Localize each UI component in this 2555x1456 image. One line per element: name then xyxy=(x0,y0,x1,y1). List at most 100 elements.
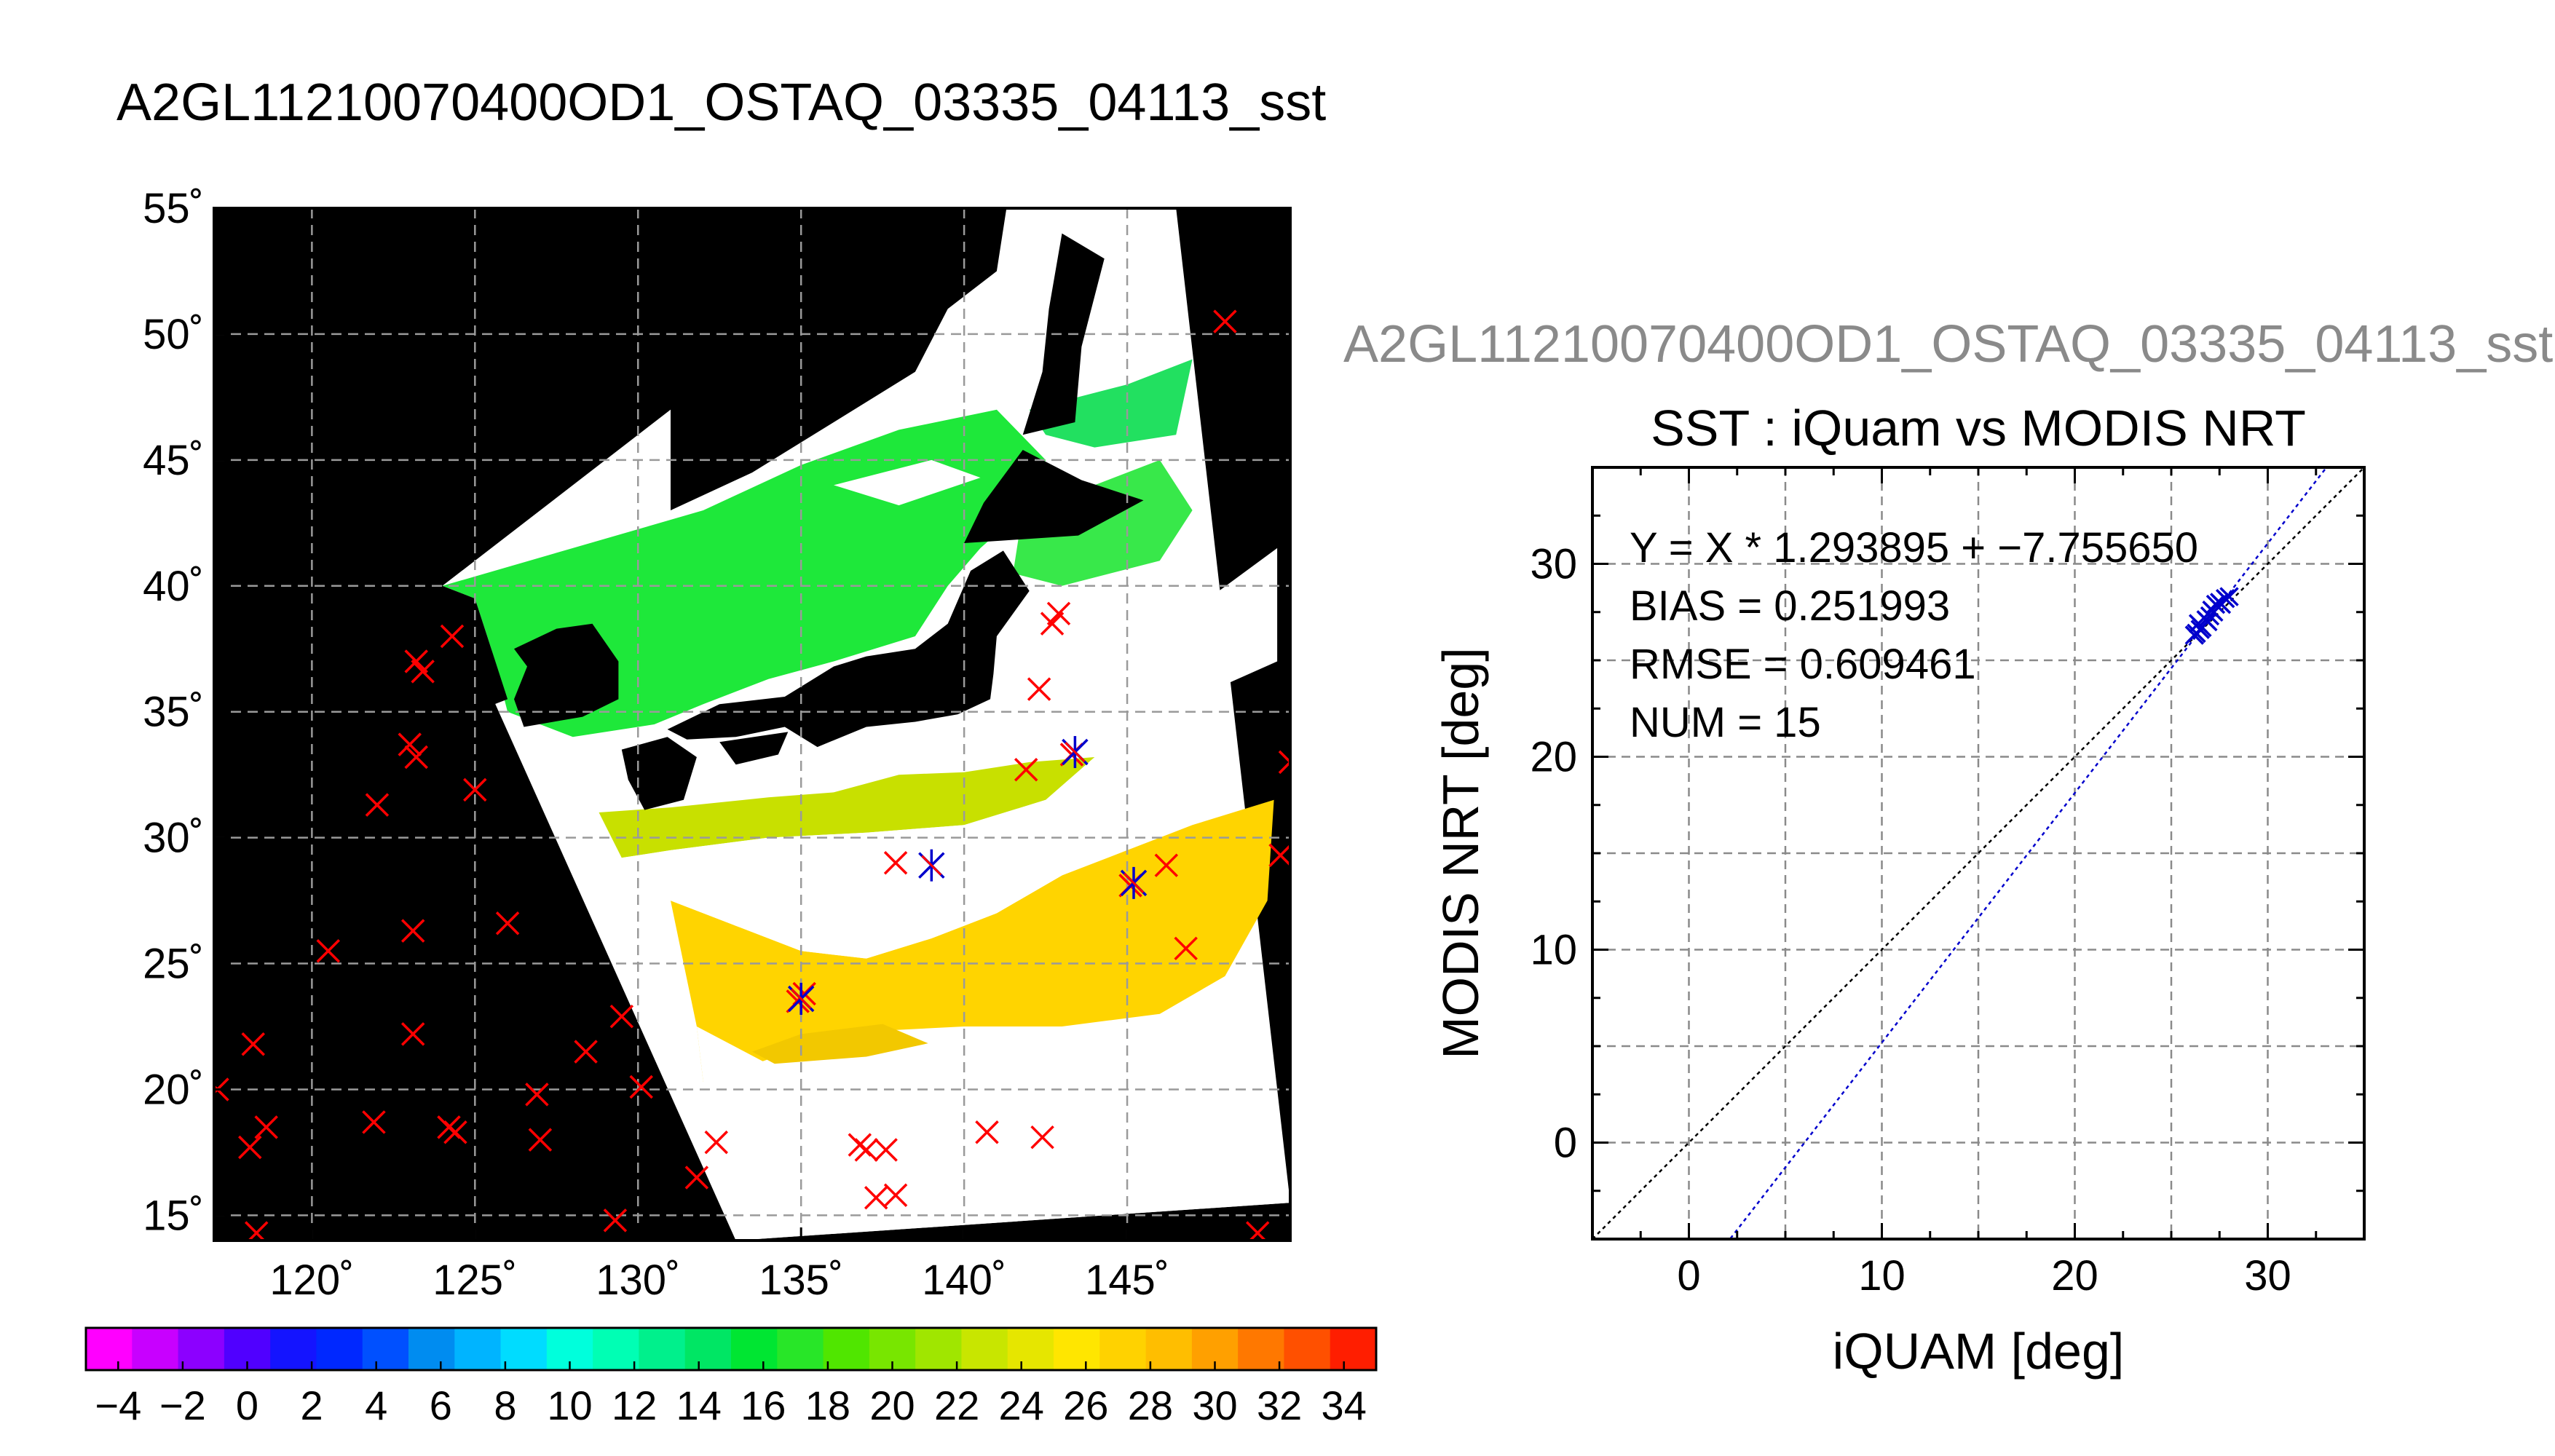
land-honshu xyxy=(667,550,1030,748)
buoy-marker-red xyxy=(528,1128,553,1152)
map-x-tick-label: 125˚ xyxy=(433,1257,517,1304)
map-y-tick-label: 30˚ xyxy=(143,815,204,862)
scatter-y-tick-label: 20 xyxy=(1530,734,1577,781)
scatter-points xyxy=(2184,587,2239,645)
land-hokkaido xyxy=(964,450,1144,543)
scatter-grid xyxy=(1592,467,2364,1239)
map-x-tick-label: 140˚ xyxy=(922,1257,1006,1304)
sst-map-panel: 120˚ 125˚ 130˚ 135˚ 140˚ 145˚ 15˚ 20˚ 25˚ 30˚ 35˚… xyxy=(84,185,1378,1428)
colorbar-tick-label: 14 xyxy=(676,1382,722,1428)
buoy-marker-red xyxy=(874,1138,898,1162)
colorbar-swatch xyxy=(731,1328,778,1370)
buoy-marker-red xyxy=(1268,843,1290,868)
map-x-tick-label: 145˚ xyxy=(1085,1257,1169,1304)
map-y-tick-label: 55˚ xyxy=(143,185,204,232)
scatter-y-tick-label: 0 xyxy=(1554,1120,1577,1167)
map-y-tick-label: 35˚ xyxy=(143,689,204,736)
colorbar-tick-label: 32 xyxy=(1257,1382,1302,1428)
scatter-ticks: 0 10 20 30 0 10 20 30 xyxy=(1530,466,2366,1299)
colorbar-tick-label: 26 xyxy=(1063,1382,1108,1428)
colorbar-swatch xyxy=(500,1328,548,1370)
buoy-marker-matched xyxy=(1062,736,1089,769)
buoy-marker-red xyxy=(854,1138,878,1162)
page-title: A2GL11210070400OD1_OSTAQ_03335_04113_sst xyxy=(117,74,1327,132)
land-russia-coast xyxy=(671,208,1007,510)
buoy-marker-red xyxy=(254,1115,278,1139)
colorbar-swatch xyxy=(86,1328,133,1370)
colorbar-tick-label: 30 xyxy=(1192,1382,1237,1428)
colorbar-tick-label: 20 xyxy=(869,1382,915,1428)
map-y-ticks: 15˚ 20˚ 25˚ 30˚ 35˚ 40˚ 45˚ 50˚ 55˚ xyxy=(143,185,227,1239)
buoy-marker-red xyxy=(365,793,390,817)
scatter-subtitle: A2GL11210070400OD1_OSTAQ_03335_04113_sst xyxy=(1343,315,2554,373)
colorbar-tick-label: 6 xyxy=(430,1382,452,1428)
buoy-marker-red xyxy=(440,624,465,649)
colorbar-tick-label: 4 xyxy=(365,1382,387,1428)
scatter-y-label: MODIS NRT [deg] xyxy=(1432,647,1489,1059)
colorbar-swatch xyxy=(1145,1328,1193,1370)
colorbar-tick-label: 28 xyxy=(1128,1382,1173,1428)
colorbar-swatch xyxy=(178,1328,225,1370)
colorbar-tick-label: −4 xyxy=(95,1382,141,1428)
colorbar-swatch xyxy=(1099,1328,1147,1370)
map-x-ticks: 120˚ 125˚ 130˚ 135˚ 140˚ 145˚ xyxy=(269,1227,1169,1304)
scatter-point xyxy=(2219,587,2239,606)
colorbar-swatch xyxy=(777,1328,824,1370)
scatter-x-tick-label: 0 xyxy=(1677,1252,1700,1299)
scatter-point xyxy=(2204,602,2224,622)
colorbar-swatch xyxy=(593,1328,640,1370)
colorbar-swatch xyxy=(961,1328,1008,1370)
buoy-marker-matched xyxy=(787,982,815,1015)
colorbar-swatch xyxy=(270,1328,317,1370)
buoy-marker-red xyxy=(443,1120,467,1144)
cloud-layer xyxy=(621,459,1290,1241)
map-x-tick-label: 130˚ xyxy=(596,1257,680,1304)
buoy-marker-red xyxy=(1027,677,1051,701)
map-y-tick-label: 20˚ xyxy=(143,1066,204,1113)
colorbar-tick-label: 24 xyxy=(999,1382,1044,1428)
colorbar-swatch xyxy=(1054,1328,1101,1370)
buoy-marker-red xyxy=(398,732,422,756)
sst-region-sea-okhotsk xyxy=(1029,359,1193,448)
buoy-marker-red xyxy=(883,1183,908,1207)
buoy-marker-red xyxy=(864,1185,888,1210)
scatter-point xyxy=(2190,620,2210,639)
buoy-marker-red xyxy=(1046,601,1071,626)
scatter-panel: SST : iQuam vs MODIS NRT 0 10 20 300102030 … xyxy=(1432,400,2366,1380)
buoy-marker-red xyxy=(400,919,425,943)
buoy-marker-red xyxy=(525,1083,549,1107)
colorbar-tick-label: 22 xyxy=(934,1382,979,1428)
scatter-point xyxy=(2215,588,2235,609)
land-layer xyxy=(442,208,1144,810)
buoy-marker-red xyxy=(883,850,908,875)
cloud-mask xyxy=(834,459,981,506)
buoy-marker-red xyxy=(1030,1125,1054,1150)
scatter-x-label: iQUAM [deg] xyxy=(1833,1323,2125,1380)
land-shikoku xyxy=(719,732,789,765)
colorbar-tick-label: 10 xyxy=(547,1382,592,1428)
colorbar-swatch xyxy=(684,1328,732,1370)
buoy-marker-red xyxy=(704,1130,728,1155)
buoy-marker-red xyxy=(404,649,428,673)
buoy-marker-red xyxy=(1174,936,1198,961)
buoy-marker-matched xyxy=(918,849,945,882)
map-x-tick-label: 135˚ xyxy=(759,1257,843,1304)
buoy-marker-red xyxy=(238,1135,262,1160)
buoy-marker-red xyxy=(362,1110,386,1134)
scatter-annotation: BIAS = 0.251993 xyxy=(1630,582,1950,630)
buoy-marker-red xyxy=(241,1032,265,1056)
scatter-y-tick-label: 10 xyxy=(1530,927,1577,974)
colorbar-tick-label: 18 xyxy=(805,1382,850,1428)
colorbar-tick-label: 12 xyxy=(612,1382,657,1428)
buoy-marker-red xyxy=(411,660,435,684)
sst-colorbar: −4 −2 0 2 4 6 8 10 12 14 16 18 20 22 24 26 28 30 32 34 xyxy=(84,1326,1378,1428)
colorbar-swatch xyxy=(915,1328,963,1370)
colorbar-tick-label: 2 xyxy=(301,1382,323,1428)
map-y-tick-label: 50˚ xyxy=(143,311,204,358)
buoy-marker-red xyxy=(1154,853,1179,877)
scatter-annotations: Y = X * 1.293895 + −7.755650 BIAS = 0.251… xyxy=(1630,524,2198,746)
sst-region-sea-south-warm xyxy=(671,799,1274,1083)
buoy-marker-red xyxy=(603,1208,628,1233)
colorbar-tick-label: 16 xyxy=(741,1382,786,1428)
map-y-tick-label: 15˚ xyxy=(143,1192,204,1239)
